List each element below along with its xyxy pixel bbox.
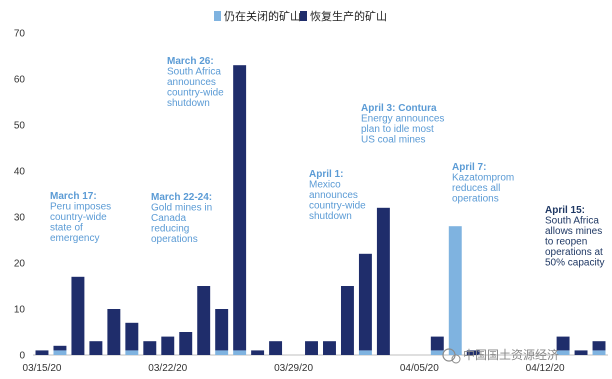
x-tick-label: 03/15/20 [23, 363, 62, 374]
y-axis: 0 10 20 30 40 50 60 70 [14, 29, 26, 362]
bar-still-closed [358, 350, 372, 355]
annotation-title: March 22-24: [151, 192, 212, 203]
legend-swatch [214, 11, 221, 21]
annotation-title: March 26: [167, 56, 214, 67]
annotation-line: operations [151, 234, 198, 245]
bar-resumed [71, 276, 85, 355]
bar-resumed [215, 309, 229, 351]
annotation-line: Canada [151, 213, 186, 224]
annotation-line: reduces all [452, 183, 500, 194]
annotation-title: April 1: [309, 169, 343, 180]
annotation-line: announces [167, 77, 216, 88]
bar-resumed [53, 345, 67, 351]
bar-resumed [233, 65, 247, 351]
annotation-line: 50% capacity [545, 258, 604, 269]
bar-resumed [179, 332, 193, 355]
bar-still-closed [448, 226, 462, 355]
legend-swatch [300, 11, 307, 21]
annotation-line: allows mines [545, 226, 602, 237]
bar-resumed [251, 350, 265, 355]
legend-label: 仍在关闭的矿山 [224, 9, 301, 23]
annotation-line: reducing [151, 224, 189, 235]
bar-still-closed [215, 350, 229, 355]
annotation-line: announces [309, 190, 358, 201]
annotation-line: state of [50, 223, 83, 234]
wechat-icon-dot [451, 354, 461, 364]
annotation-line: country-wide [309, 201, 366, 212]
bar-still-closed [430, 350, 444, 355]
bar-resumed [574, 350, 588, 355]
bars [35, 65, 606, 355]
annotation-line: country-wide [167, 88, 224, 99]
annotation-line: operations at [545, 247, 603, 258]
x-tick-label: 03/22/20 [148, 363, 187, 374]
y-tick-label: 30 [14, 213, 26, 224]
bar-resumed [89, 341, 103, 355]
x-tick-label: 03/29/20 [274, 363, 313, 374]
annotation-line: emergency [50, 233, 99, 244]
annotation-title: March 17: [50, 191, 97, 202]
bar-still-closed [53, 350, 67, 355]
bar-resumed [269, 341, 283, 355]
bar-resumed [358, 253, 372, 351]
bar-resumed [430, 336, 444, 351]
x-tick-label: 04/05/20 [400, 363, 439, 374]
annotation-line: Peru imposes [50, 202, 111, 213]
annotation-line: US coal mines [361, 135, 425, 146]
annotation-title: April 15: [545, 205, 585, 216]
annotation-line: Mexico [309, 180, 341, 191]
y-tick-label: 20 [14, 259, 26, 270]
legend-label: 恢复生产的矿山 [310, 9, 387, 23]
bar-resumed [340, 286, 354, 355]
bar-resumed [305, 341, 318, 355]
bar-still-closed [233, 350, 247, 355]
y-tick-label: 60 [14, 75, 26, 86]
bar-resumed [376, 207, 390, 355]
annotation-line: plan to idle most [361, 124, 434, 135]
bar-still-closed [556, 350, 570, 355]
bar-resumed [323, 341, 336, 355]
bar-resumed [107, 309, 121, 355]
watermark-text: 中国国土资源经济 [463, 347, 559, 362]
bar-resumed [125, 322, 139, 351]
bar-resumed [161, 336, 175, 355]
y-tick-label: 50 [14, 121, 26, 132]
bar-still-closed [125, 350, 139, 355]
watermark: 中国国土资源经济 [442, 347, 559, 364]
bar-resumed [556, 336, 570, 351]
y-tick-label: 0 [19, 351, 25, 362]
annotation-line: operations [452, 194, 499, 205]
annotation-line: Energy announces [361, 114, 444, 125]
bar-resumed [197, 286, 211, 355]
annotation-line: South Africa [545, 216, 599, 227]
annotation-line: Gold mines in [151, 203, 212, 214]
annotation-title: April 3: Contura [361, 103, 437, 114]
annotation: March 22-24:Gold mines inCanadareducingo… [151, 192, 212, 245]
bar-resumed [35, 350, 49, 355]
annotation-line: Kazatomprom [452, 173, 514, 184]
y-tick-label: 10 [14, 305, 26, 316]
annotation-line: shutdown [167, 98, 210, 109]
annotation-line: shutdown [309, 211, 352, 222]
annotation-line: to reopen [545, 237, 587, 248]
annotation-line: country-wide [50, 212, 107, 223]
bar-resumed [592, 341, 606, 351]
bar-still-closed [592, 350, 606, 355]
y-tick-label: 40 [14, 167, 26, 178]
bar-resumed [466, 350, 480, 355]
annotation-title: April 7: [452, 162, 486, 173]
x-tick-label: 04/12/20 [526, 363, 565, 374]
annotation-line: South Africa [167, 67, 221, 78]
y-tick-label: 70 [14, 29, 26, 40]
legend: 仍在关闭的矿山 恢复生产的矿山 [214, 9, 387, 23]
annotation: March 26:South Africaannouncescountry-wi… [167, 56, 224, 109]
annotation: April 1:Mexicoannouncescountry-wideshutd… [309, 169, 366, 222]
bar-resumed [143, 341, 157, 355]
